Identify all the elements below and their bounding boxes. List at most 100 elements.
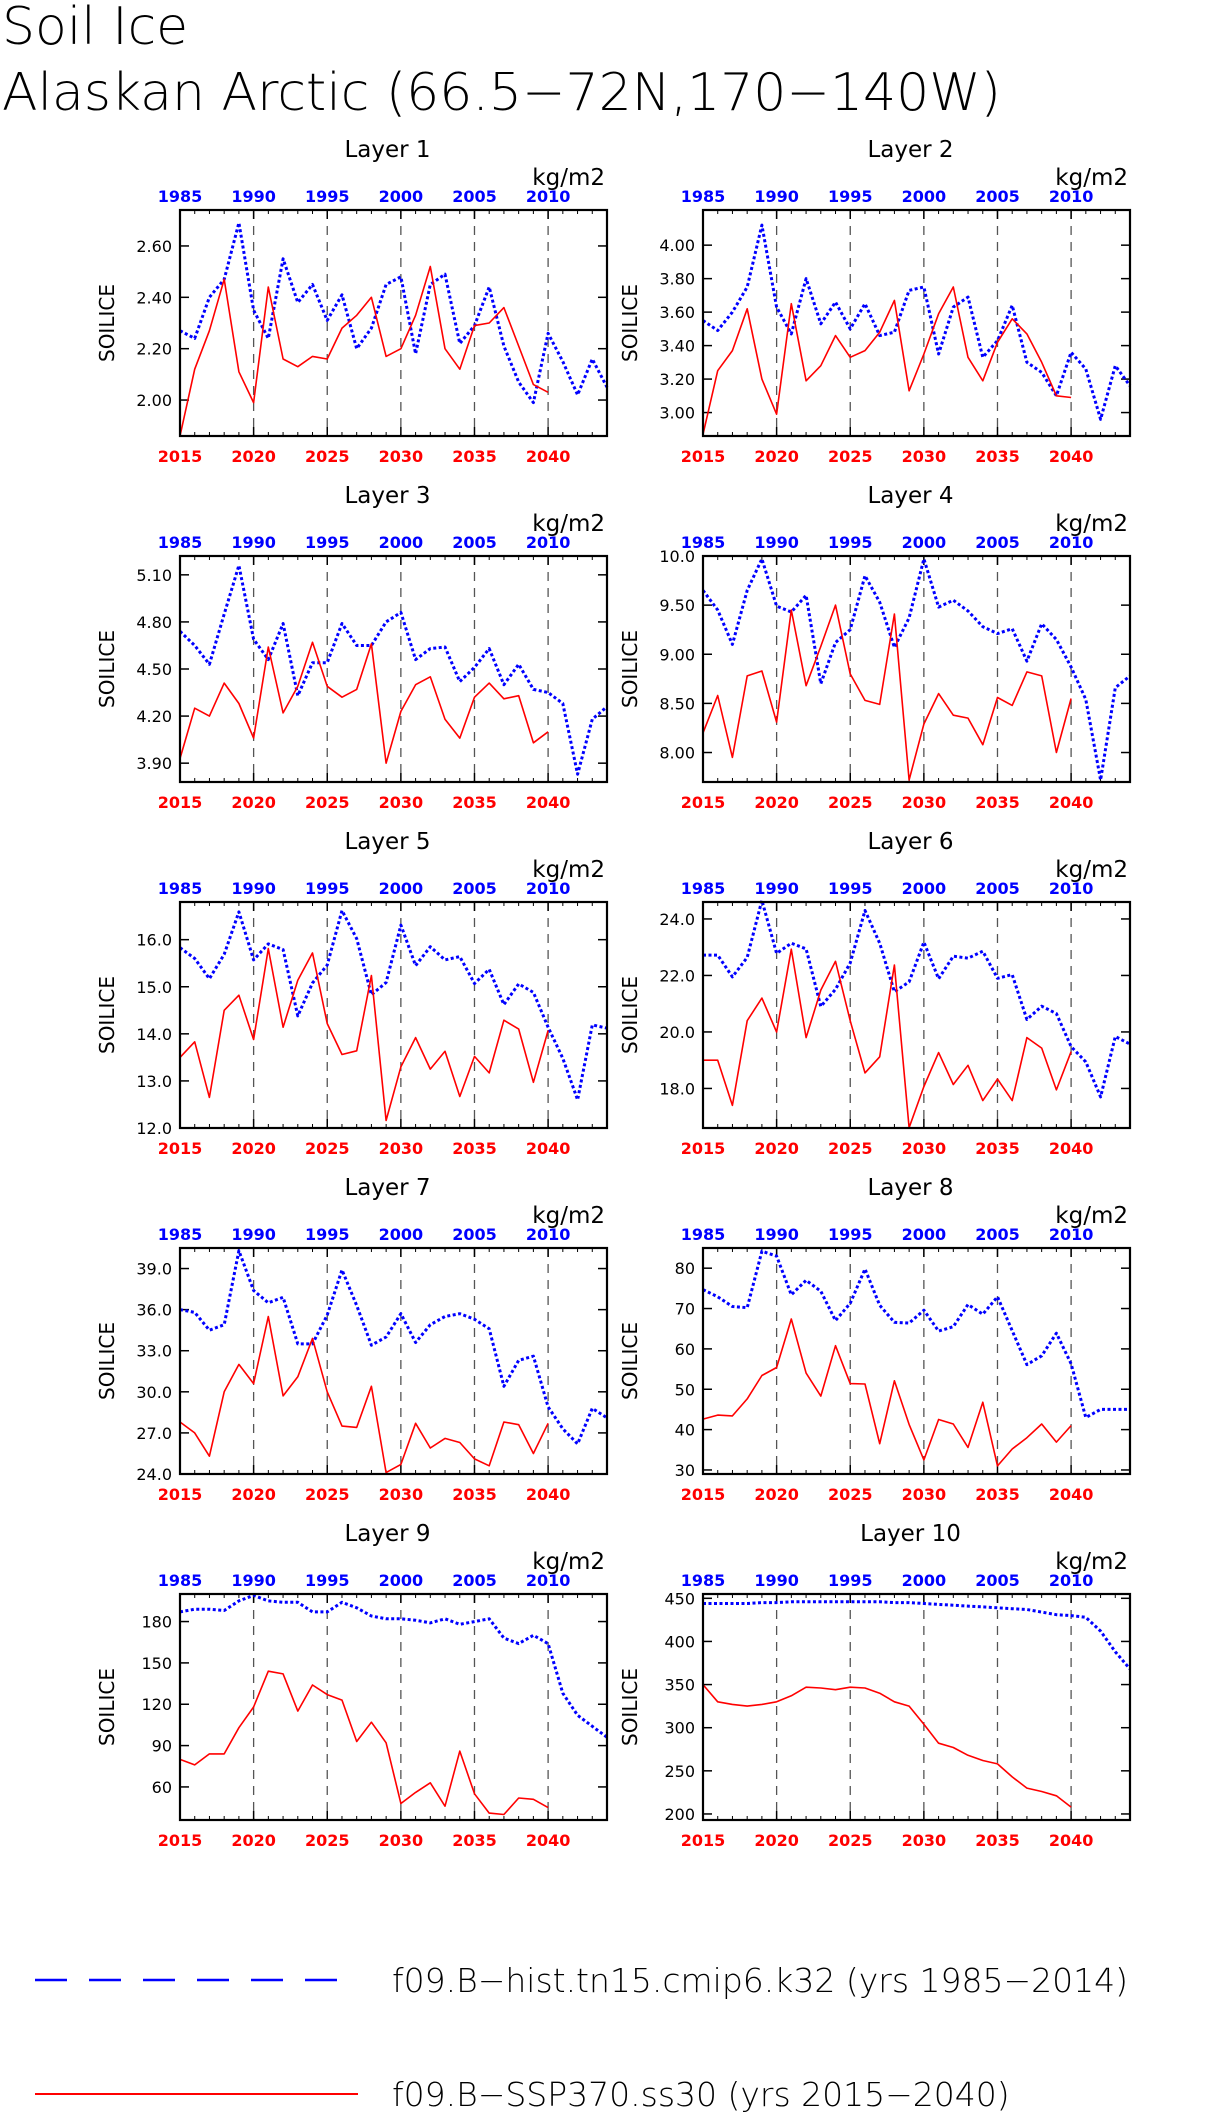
- series-line-ssp: [179, 947, 549, 1122]
- series-line-hist: [703, 898, 1131, 1099]
- legend-ssp-label: f09.B−SSP370.ss30 (yrs 2015−2040): [392, 2075, 1010, 2114]
- x-bottom-tick-label: 2025: [828, 793, 873, 812]
- x-bottom-tick-label: 2020: [231, 447, 276, 466]
- x-bottom-tick-label: 2020: [754, 1485, 799, 1504]
- y-tick-label: 5.10: [136, 566, 172, 585]
- units-label: kg/m2: [1055, 857, 1128, 883]
- plot-frame: [701, 1246, 1132, 1476]
- x-top-tick-label: 2000: [902, 1571, 947, 1590]
- x-bottom-tick-label: 2015: [158, 447, 203, 466]
- y-axis-label: SOILICE: [618, 1668, 642, 1746]
- x-bottom-tick-label: 2015: [158, 1139, 203, 1158]
- x-bottom-tick-label: 2030: [902, 447, 947, 466]
- x-top-tick-label: 1995: [305, 1571, 350, 1590]
- x-top-tick-label: 1990: [231, 1571, 276, 1590]
- x-bottom-tick-label: 2040: [526, 1831, 571, 1850]
- x-bottom-tick-label: 2040: [1049, 1485, 1094, 1504]
- x-bottom-tick-label: 2040: [526, 1485, 571, 1504]
- y-tick-label: 27.0: [136, 1424, 172, 1443]
- series-line-ssp: [179, 1670, 549, 1816]
- x-bottom-tick-label: 2015: [681, 1485, 726, 1504]
- x-top-tick-label: 2010: [526, 879, 571, 898]
- y-axis-label: SOILICE: [618, 976, 642, 1054]
- y-axis-label: SOILICE: [95, 976, 119, 1054]
- y-tick-label: 16.0: [136, 931, 172, 950]
- y-tick-label: 12.0: [136, 1119, 172, 1138]
- y-tick-label: 15.0: [136, 978, 172, 997]
- chart-panel-layer-9: Layer 9 kg/m2 SOILICE 2015 2020 2025 2030 2035 2…: [95, 1521, 609, 1850]
- panel-title: Layer 7: [344, 1175, 430, 1201]
- y-tick-label: 24.0: [659, 910, 695, 929]
- x-top-tick-label: 2010: [1049, 533, 1094, 552]
- x-bottom-tick-label: 2035: [452, 793, 497, 812]
- x-top-tick-label: 1985: [681, 533, 726, 552]
- y-tick-label: 18.0: [659, 1079, 695, 1098]
- x-bottom-tick-label: 2030: [379, 1485, 424, 1504]
- y-tick-label: 4.20: [136, 707, 172, 726]
- x-bottom-tick-label: 2035: [975, 1831, 1020, 1850]
- x-bottom-tick-label: 2020: [231, 793, 276, 812]
- y-tick-label: 36.0: [136, 1301, 172, 1320]
- x-top-tick-label: 2000: [902, 879, 947, 898]
- x-bottom-tick-label: 2025: [828, 1485, 873, 1504]
- y-tick-label: 60: [152, 1778, 172, 1797]
- series-line-ssp: [702, 286, 1072, 435]
- x-top-tick-label: 2005: [452, 1571, 497, 1590]
- y-tick-label: 80: [675, 1259, 695, 1278]
- series-line-ssp: [702, 604, 1072, 781]
- y-tick-label: 2.60: [136, 237, 172, 256]
- x-bottom-tick-label: 2030: [902, 1831, 947, 1850]
- x-bottom-tick-label: 2035: [975, 447, 1020, 466]
- y-tick-label: 22.0: [659, 966, 695, 985]
- x-bottom-tick-label: 2040: [1049, 793, 1094, 812]
- x-bottom-tick-label: 2035: [452, 1139, 497, 1158]
- x-top-tick-label: 1990: [231, 1225, 276, 1244]
- x-top-tick-label: 2000: [902, 187, 947, 206]
- y-tick-label: 400: [664, 1632, 695, 1651]
- x-bottom-tick-label: 2040: [1049, 447, 1094, 466]
- x-bottom-tick-label: 2040: [526, 1139, 571, 1158]
- y-tick-label: 150: [141, 1654, 172, 1673]
- panel-title: Layer 6: [867, 829, 953, 855]
- x-top-tick-label: 1985: [158, 533, 203, 552]
- x-top-tick-label: 1995: [305, 533, 350, 552]
- x-top-tick-label: 1995: [305, 187, 350, 206]
- units-label: kg/m2: [1055, 511, 1128, 537]
- x-bottom-tick-label: 2040: [526, 793, 571, 812]
- x-bottom-tick-label: 2015: [681, 1831, 726, 1850]
- x-bottom-tick-label: 2015: [681, 1139, 726, 1158]
- x-bottom-tick-label: 2015: [158, 1831, 203, 1850]
- x-top-tick-label: 1985: [158, 879, 203, 898]
- x-top-tick-label: 1985: [158, 1225, 203, 1244]
- x-top-tick-label: 1990: [754, 1571, 799, 1590]
- x-bottom-tick-label: 2015: [681, 447, 726, 466]
- x-bottom-tick-label: 2015: [158, 1485, 203, 1504]
- x-bottom-tick-label: 2025: [305, 1139, 350, 1158]
- y-tick-label: 4.80: [136, 613, 172, 632]
- y-axis-label: SOILICE: [95, 1322, 119, 1400]
- x-top-tick-label: 2010: [526, 533, 571, 552]
- x-bottom-tick-label: 2015: [158, 793, 203, 812]
- chart-panel-layer-5: Layer 5 kg/m2 SOILICE 2015 2020 2025 2030 2035 2…: [95, 829, 609, 1158]
- plot-frame: [178, 900, 609, 1130]
- series-line-hist: [702, 223, 1132, 421]
- x-bottom-tick-label: 2035: [975, 1139, 1020, 1158]
- x-bottom-tick-label: 2025: [828, 447, 873, 466]
- y-tick-label: 180: [141, 1613, 172, 1632]
- plot-frame: [178, 1592, 609, 1822]
- y-tick-label: 30: [675, 1461, 695, 1480]
- series-line-hist: [701, 557, 1131, 782]
- units-label: kg/m2: [532, 1203, 605, 1229]
- x-top-tick-label: 2010: [1049, 879, 1094, 898]
- panel-title: Layer 3: [344, 483, 430, 509]
- series-line-ssp: [703, 948, 1072, 1129]
- y-tick-label: 450: [664, 1589, 695, 1608]
- chart-panel-layer-6: Layer 6 kg/m2 SOILICE 2015 2020 2025 2030 2035 2…: [618, 829, 1132, 1158]
- x-top-tick-label: 1985: [681, 187, 726, 206]
- units-label: kg/m2: [1055, 1549, 1128, 1575]
- x-top-tick-label: 2005: [452, 187, 497, 206]
- x-top-tick-label: 2010: [1049, 187, 1094, 206]
- panel-title: Layer 9: [344, 1521, 430, 1547]
- x-top-tick-label: 1995: [828, 879, 873, 898]
- chart-panel-layer-1: Layer 1 kg/m2 SOILICE 2015 2020 2025 2030 2035 2…: [95, 137, 609, 466]
